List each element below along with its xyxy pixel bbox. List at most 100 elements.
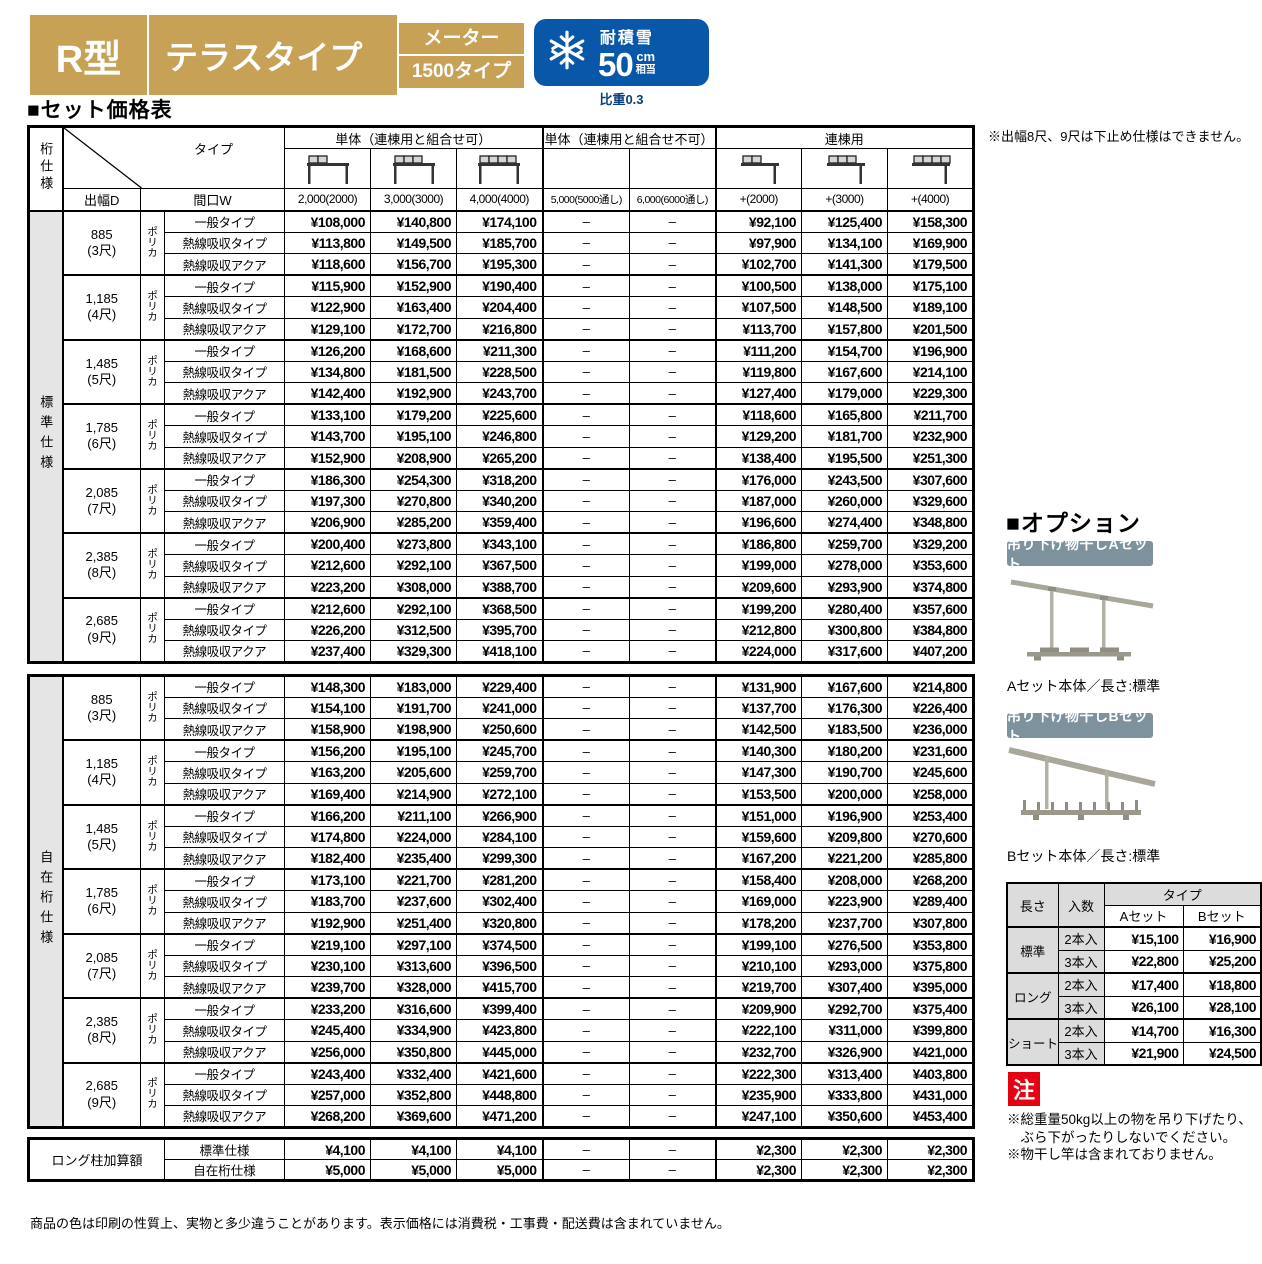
price-cell: ¥204,400 [455,296,544,319]
no-option-dash: – [629,674,716,698]
price-cell: ¥226,400 [887,696,974,719]
snow-load-unit: cm [636,49,656,66]
price-cell: ¥285,800 [887,847,974,870]
no-option-dash: – [541,782,630,805]
panel-type-cell: 熱線吸収タイプ [164,489,285,512]
price-cell: ¥137,700 [714,696,802,719]
type-axis-label: タイプ [193,142,233,157]
price-cell: ¥199,200 [714,596,803,620]
no-option-dash: – [629,696,716,719]
depth-value: 1,785 [85,420,119,435]
girder-axis-label: 桁仕様 [28,126,64,211]
price-cell: ¥113,700 [714,317,803,340]
option-a-caption: Aセット本体／長さ:標準 [1007,678,1161,694]
price-cell: ¥229,300 [887,382,975,405]
no-option-dash: – [629,997,716,1020]
panel-type-cell: 熱線吸収タイプ [164,554,285,577]
count-column-header: 入数 [1057,882,1105,928]
count-value-cell: 2本入 [1057,926,1105,951]
caution-notes: ※総重量50kg以上の物を吊り下げたり、 ぶら下がったりしないでください。 ※物… [1007,1111,1252,1164]
depth-value: 2,085 [85,949,119,965]
option-table-head: 長さ 入数 タイプ Aセット Bセット [1006,882,1262,928]
price-cell: ¥134,800 [284,360,371,383]
panel-type-cell: 熱線吸収アクア [164,1105,285,1128]
depth-value-cell: 2,085 (7尺) [62,467,141,534]
price-cell: ¥293,000 [801,954,888,977]
price-cell: ¥173,100 [284,868,371,891]
no-option-dash: – [541,231,631,254]
price-cell: ¥209,900 [714,997,802,1020]
price-cell: ¥247,100 [714,1105,802,1128]
option-b-badge: 吊り下げ物干しBセット [1007,708,1153,744]
price-cell: ¥92,100 [714,209,803,233]
table-row: 2,085 (7尺) ポリカ 一般タイプ ¥219,100 ¥297,100 ¥374,50… [29,932,974,999]
price-cell: ¥292,700 [801,997,888,1020]
no-option-dash: – [629,890,716,913]
girder-spec-label: 標準仕様 [28,209,64,663]
table-row: 1,785 (6尺) ポリカ 一般タイプ ¥173,100 ¥221,700 ¥281,20… [29,868,974,934]
girder-spec-text: 標準仕様 [38,394,54,475]
price-cell: ¥284,100 [456,825,543,848]
no-option-dash: – [629,976,716,999]
no-option-dash: – [629,1105,716,1128]
no-option-dash: – [629,554,717,577]
option-price-table: 長さ 入数 タイプ Aセット Bセット 標準 2本入 ¥15,100 ¥16,900 3本入 ¥22… [1006,882,1262,1066]
material-label-cell: ポリカ [140,868,165,934]
price-cell: ¥307,800 [887,911,974,934]
table-row: 熱線吸収タイプ ¥113,800 ¥149,500 ¥185,700– – ¥97,900… [29,231,975,254]
price-cell: ¥229,400 [456,674,543,698]
price-cell: ¥274,400 [801,511,889,534]
panel-type-cell: 熱線吸収アクア [164,911,285,934]
price-cell: ¥208,000 [801,868,888,891]
panel-type-cell: 熱線吸収タイプ [164,825,285,848]
price-table-body: 自在桁仕様 885 (3尺) ポリカ 一般タイプ ¥148,300 ¥183,000 ¥229… [28,674,974,1128]
price-cell: ¥369,600 [370,1105,457,1128]
set-a-price-cell: ¥15,100 [1103,926,1184,951]
price-cell: ¥307,400 [801,976,888,999]
panel-type-cell: 熱線吸収アクア [164,847,285,870]
no-option-dash: – [541,446,631,469]
material-label-cell: ポリカ [140,932,165,999]
price-cell: ¥222,300 [714,1061,802,1085]
no-option-dash: – [629,803,716,827]
price-cell: ¥191,700 [370,696,457,719]
price-cell: ¥254,300 [370,467,457,491]
count-value-cell: 3本入 [1057,949,1105,974]
panel-type-cell: 一般タイプ [164,803,285,827]
material-label-cell: ポリカ [140,209,165,276]
price-cell: ¥231,600 [887,739,974,762]
table-row: 熱線吸収アクア ¥129,100 ¥172,700 ¥216,800– – ¥113,70… [29,317,975,340]
snow-load-value: 50 [598,46,634,83]
no-option-dash: – [541,847,630,870]
no-option-dash: – [541,425,631,448]
no-option-dash: – [629,360,717,383]
price-cell: ¥2,300 [887,1138,975,1160]
depth-shaku: (7尺) [87,965,117,981]
column-header: 2,000(2000) [284,188,371,212]
price-cell: ¥241,000 [456,696,543,719]
price-cell: ¥431,000 [887,1083,974,1106]
column-header: +(3000) [801,188,889,212]
price-cell: ¥143,700 [284,425,371,448]
price-cell: ¥239,700 [284,976,371,999]
price-cell: ¥268,200 [887,868,974,891]
material-text: ポリカ [146,548,158,580]
panel-type-cell: 熱線吸収アクア [164,446,285,469]
price-cell: ¥407,200 [887,640,975,663]
price-cell: ¥167,600 [801,674,888,698]
no-option-dash: – [541,274,631,297]
price-cell: ¥152,900 [370,274,457,297]
panel-type-cell: 一般タイプ [164,868,285,891]
table-row: 自在桁仕様 ¥5,000 ¥5,000 ¥5,000– – ¥2,300 ¥2,300 ¥2,… [29,1159,975,1181]
set-b-price-cell: ¥28,100 [1182,995,1262,1020]
price-cell: ¥168,600 [370,338,457,362]
price-cell: ¥195,100 [370,425,457,448]
table-row: 熱線吸収アクア ¥152,900 ¥208,900 ¥265,200– – ¥138,40… [29,446,975,469]
table-row: 熱線吸収アクア ¥239,700 ¥328,000 ¥415,700– – ¥219,70… [29,976,974,999]
spec-label-cell: 標準仕様 [164,1138,286,1160]
spec-meter-label: メーター [399,23,524,56]
price-cell: ¥176,300 [801,696,888,719]
price-cell: ¥156,700 [370,253,457,276]
table-row: 熱線吸収アクア ¥182,400 ¥235,400 ¥299,300– – ¥167,20… [29,847,974,870]
no-option-dash: – [541,1138,631,1160]
